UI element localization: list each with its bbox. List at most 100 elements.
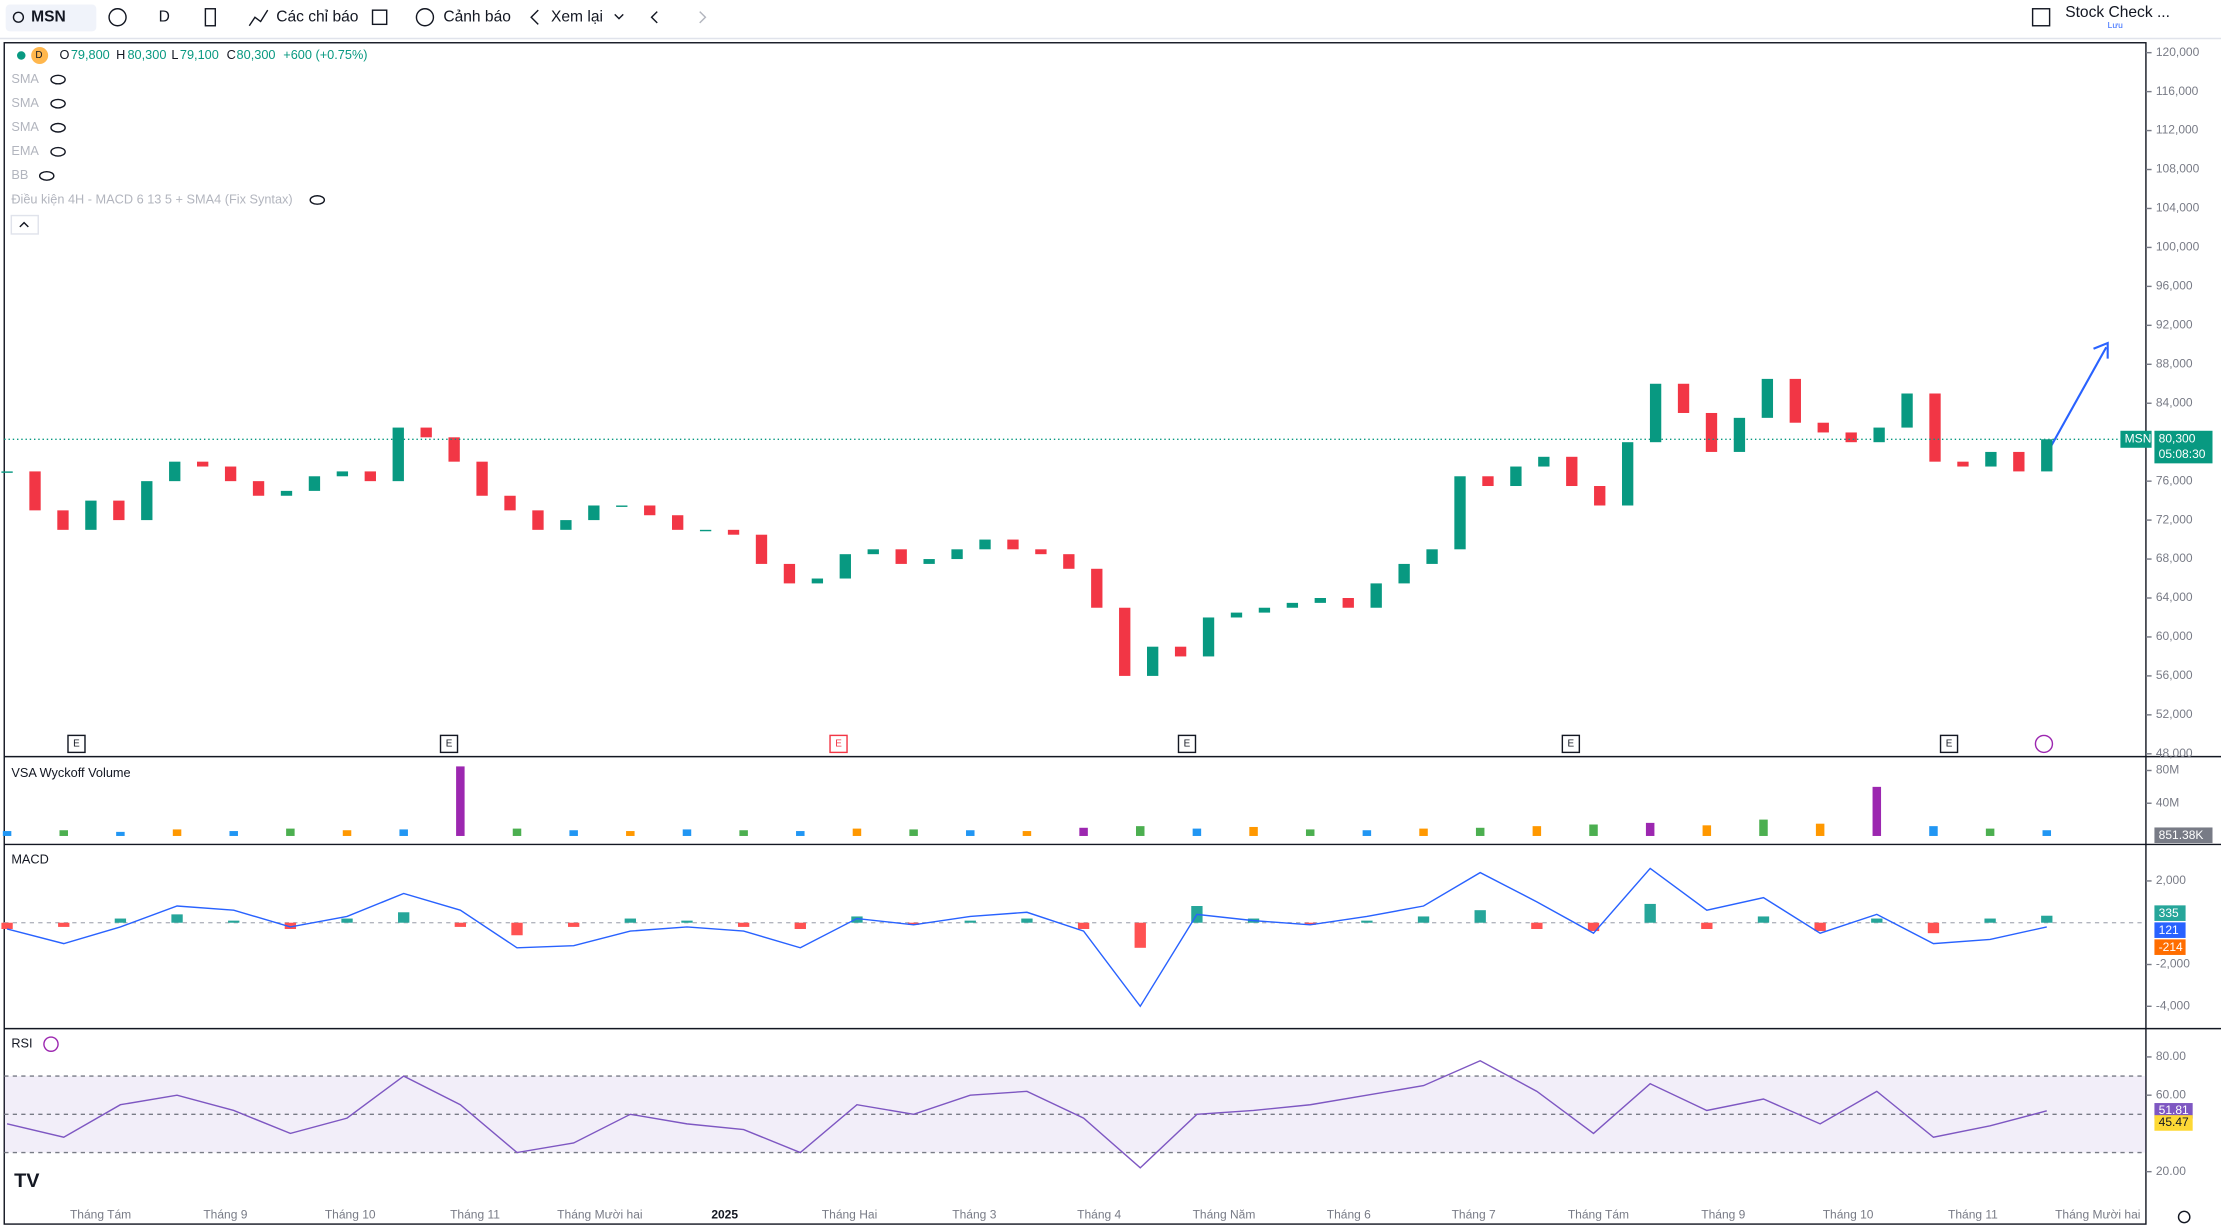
histogram-bar — [851, 916, 863, 923]
hidden-eye[interactable] — [309, 195, 326, 205]
indicator-name[interactable]: SMA — [11, 119, 39, 134]
candle — [1174, 646, 1187, 657]
hidden-eye[interactable] — [50, 98, 66, 109]
candle — [1705, 412, 1718, 452]
hidden-eye[interactable] — [38, 170, 55, 181]
volume-bar — [1192, 828, 1202, 836]
y-tick-label: 60,000 — [2156, 629, 2193, 643]
candle — [532, 510, 544, 530]
chart-type[interactable] — [204, 8, 217, 27]
indicator-name[interactable]: SMA — [11, 71, 39, 86]
layout-name[interactable]: Stock Check ... — [2065, 4, 2170, 21]
change: +600 (+0.75%) — [283, 47, 367, 62]
indicators-button[interactable]: Các chỉ báo — [276, 8, 359, 25]
candle — [476, 461, 488, 496]
candle — [364, 471, 376, 482]
candle — [616, 505, 628, 507]
replay-dropdown[interactable] — [614, 13, 624, 20]
candle — [1901, 393, 1913, 428]
y-tick-label: 116,000 — [2156, 84, 2199, 98]
x-tick-label: Tháng 6 — [1327, 1208, 1371, 1222]
alerts-button[interactable]: Cảnh báo — [443, 8, 511, 25]
redo[interactable] — [699, 11, 707, 24]
earnings-marker[interactable] — [1561, 734, 1581, 754]
candle — [280, 490, 293, 496]
candle — [1230, 612, 1243, 618]
candle — [867, 549, 879, 555]
volume-tag: 851.38K — [2159, 828, 2204, 842]
ohlc-value: 79,800 — [71, 47, 110, 62]
candle — [979, 539, 991, 550]
volume-bar — [682, 829, 692, 836]
rsi-settings[interactable] — [43, 1036, 59, 1052]
earnings-marker[interactable] — [1177, 734, 1197, 754]
symbol-search[interactable] — [5, 4, 97, 32]
y-tick-label: 72,000 — [2156, 512, 2193, 526]
templates[interactable] — [371, 9, 388, 26]
macd-tag: 335 — [2159, 906, 2179, 920]
candle — [169, 461, 181, 482]
y-tick-label: 108,000 — [2156, 162, 2200, 176]
candle — [951, 549, 963, 560]
candle — [1845, 432, 1857, 443]
ohlc-label: L — [171, 47, 178, 62]
y-tick-label: 48,000 — [2156, 746, 2193, 760]
settings-button[interactable] — [2177, 1210, 2191, 1224]
y-tick-label: 76,000 — [2156, 473, 2193, 487]
earnings-label: E — [73, 739, 80, 750]
candle — [1817, 422, 1829, 433]
hidden-eye[interactable] — [50, 122, 66, 133]
volume-bar — [1645, 822, 1655, 836]
earnings-marker[interactable] — [829, 734, 848, 754]
volume-bar — [172, 829, 182, 836]
histogram-bar — [454, 922, 467, 927]
earnings-marker[interactable] — [1939, 734, 1959, 754]
collapse-legend[interactable] — [10, 214, 39, 235]
hidden-eye[interactable] — [50, 146, 66, 157]
add-symbol[interactable] — [108, 8, 127, 27]
volume-bar — [1135, 826, 1145, 836]
x-tick-label: Tháng 3 — [952, 1208, 996, 1222]
histogram-bar — [58, 922, 70, 927]
y-tick-label: 68,000 — [2156, 551, 2193, 565]
histogram-bar — [681, 920, 693, 923]
undo[interactable] — [650, 11, 658, 24]
y-tick-label: 52,000 — [2156, 707, 2193, 721]
symbol[interactable]: MSN — [31, 8, 66, 25]
replay-button[interactable]: Xem lại — [551, 8, 603, 25]
histogram-bar — [624, 918, 636, 923]
candle — [2013, 451, 2025, 472]
y-tick-label: 104,000 — [2156, 201, 2200, 215]
layout-icon[interactable] — [2031, 8, 2051, 27]
earnings-marker[interactable] — [439, 734, 459, 754]
volume-bar — [1362, 830, 1372, 836]
x-tick-label: Tháng 11 — [1948, 1208, 1998, 1222]
candle — [755, 534, 768, 564]
ohlc-value: 80,300 — [127, 47, 166, 62]
volume-bar — [59, 830, 68, 836]
y-tick-label: 40M — [2156, 795, 2179, 809]
ohlc-label: O — [59, 47, 69, 62]
indicator-name[interactable]: BB — [11, 167, 28, 182]
trend-arrow[interactable] — [2044, 346, 2108, 457]
indicator-name[interactable]: Điều kiện 4H - MACD 6 13 5 + SMA4 (Fix S… — [11, 191, 292, 206]
indicator-name[interactable]: SMA — [11, 95, 39, 110]
y-tick-label: 120,000 — [2156, 45, 2200, 59]
hidden-eye[interactable] — [50, 74, 66, 85]
symbol-tag: MSN — [2125, 431, 2152, 445]
event-marker[interactable] — [2034, 734, 2054, 754]
candle — [839, 554, 851, 579]
indicator-name[interactable]: EMA — [11, 143, 39, 158]
candle — [141, 481, 153, 521]
interval[interactable]: D — [159, 8, 170, 25]
chart-frame — [3, 42, 2147, 1225]
histogram-bar — [398, 912, 410, 923]
candle — [1594, 486, 1606, 506]
candle — [1621, 442, 1634, 506]
histogram-bar — [1531, 922, 1543, 929]
earnings-marker[interactable] — [67, 734, 86, 754]
histogram-bar — [1644, 903, 1656, 923]
histogram-bar — [511, 922, 523, 936]
candle — [448, 437, 460, 462]
